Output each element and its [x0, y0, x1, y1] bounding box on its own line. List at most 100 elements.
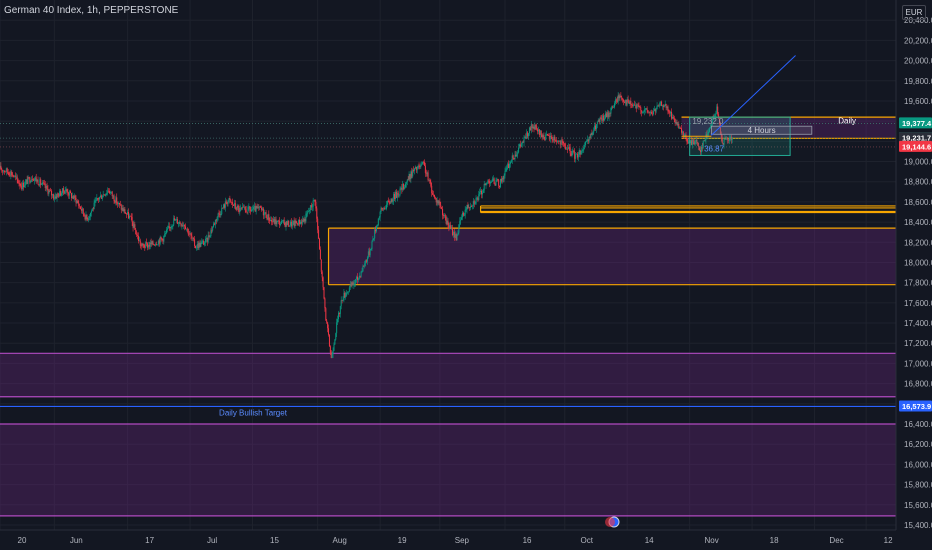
candle-body — [487, 180, 489, 183]
candle-body — [360, 271, 362, 277]
candle-body — [32, 179, 34, 181]
candle-body — [353, 283, 355, 286]
price-axis-bg — [896, 0, 932, 550]
candle-body — [514, 154, 516, 160]
candle-body — [134, 224, 136, 230]
candle-body — [163, 235, 165, 242]
price-axis[interactable]: 15,400.0 15,600.0 15,800.0 16,000.0 16,200.0… — [895, 0, 932, 550]
candle-body — [276, 220, 278, 225]
candle-body — [110, 191, 112, 193]
candle-body — [4, 171, 6, 173]
candle-body — [545, 134, 547, 141]
candle-body — [692, 139, 694, 143]
candle-body — [217, 213, 219, 217]
candle-body — [268, 214, 270, 221]
candle-body — [209, 236, 211, 237]
price-badge-label: 16,573.9 — [902, 402, 931, 411]
candle-body — [162, 238, 164, 242]
candle-body — [101, 197, 103, 199]
candle-body — [687, 141, 689, 144]
candle-body — [700, 150, 702, 153]
price-badge — [899, 140, 932, 152]
candle-body — [403, 183, 405, 189]
candle-body — [414, 166, 416, 169]
time-tick-label: Aug — [333, 536, 347, 545]
candle-body — [637, 104, 639, 106]
candle-body — [34, 177, 36, 179]
time-tick-label: Dec — [829, 536, 843, 545]
candle-body — [437, 200, 439, 204]
candle-body — [283, 219, 285, 223]
candle-body — [92, 208, 94, 210]
candle-body — [245, 209, 247, 213]
candle-body — [220, 214, 222, 216]
candle-body — [480, 190, 482, 193]
candle-body — [170, 226, 172, 229]
candle-body — [682, 131, 684, 136]
candle-body — [95, 200, 97, 201]
candle-body — [285, 221, 287, 227]
candle-body — [602, 115, 604, 121]
candle-body — [207, 235, 209, 242]
time-axis[interactable]: 20 Jun 17 Jul 15 Aug 19 Sep 16 Oct 14 Nov 18 Dec 12 — [0, 529, 932, 550]
candle-body — [336, 322, 338, 334]
candle-body — [513, 158, 515, 160]
time-tick-label: Jun — [70, 536, 83, 545]
candle-body — [61, 188, 63, 194]
candle-body — [438, 201, 440, 204]
candle-body — [609, 113, 611, 115]
candle-body — [554, 136, 556, 141]
candle-body — [465, 209, 467, 211]
candle-body — [79, 205, 81, 207]
candle-body — [404, 183, 406, 188]
candle-body — [338, 312, 340, 314]
candle-body — [686, 137, 688, 142]
price-tick-label: 16,000.0 — [904, 460, 932, 469]
candle-body — [254, 206, 256, 212]
chart-title: German 40 Index, 1h, PEPPERSTONE — [4, 5, 179, 16]
currency-button[interactable]: EUR — [902, 5, 926, 20]
candle-body — [347, 291, 349, 293]
candle-body — [39, 179, 41, 186]
candle-body — [695, 140, 697, 142]
candle-body — [123, 209, 125, 212]
candle-body — [711, 117, 713, 125]
candle-body — [591, 133, 593, 135]
time-tick-label: 19 — [398, 536, 407, 545]
candle-body — [81, 208, 83, 211]
candle-body — [595, 125, 597, 130]
candle-body — [408, 173, 410, 181]
candle-body — [612, 106, 614, 108]
candle-body — [203, 241, 205, 245]
candle-body — [576, 153, 578, 155]
candle-body — [309, 205, 311, 211]
candle-body — [498, 179, 500, 186]
candle-body — [512, 155, 514, 159]
lower-zone-1 — [0, 353, 896, 397]
candle-body — [382, 208, 384, 210]
candle-body — [46, 185, 48, 189]
candle-body — [345, 295, 347, 298]
candle-body — [60, 190, 62, 196]
candle-body — [226, 203, 228, 205]
candle-body — [693, 142, 695, 145]
candle-body — [528, 127, 530, 134]
candle-body — [566, 148, 568, 150]
candle-body — [300, 221, 302, 224]
candle-body — [670, 111, 672, 114]
candle-body — [27, 177, 29, 184]
candle-body — [70, 193, 72, 199]
candle-body — [35, 177, 37, 182]
candle-body — [148, 244, 150, 247]
candle-body — [11, 171, 13, 176]
candle-body — [284, 222, 286, 227]
candle-body — [681, 131, 683, 133]
candle-body — [105, 193, 107, 196]
candle-body — [537, 129, 539, 132]
candle-body — [417, 165, 419, 169]
candle-body — [463, 215, 465, 217]
candle-body — [481, 192, 483, 195]
candle-body — [172, 224, 174, 227]
candle-body — [428, 180, 430, 181]
